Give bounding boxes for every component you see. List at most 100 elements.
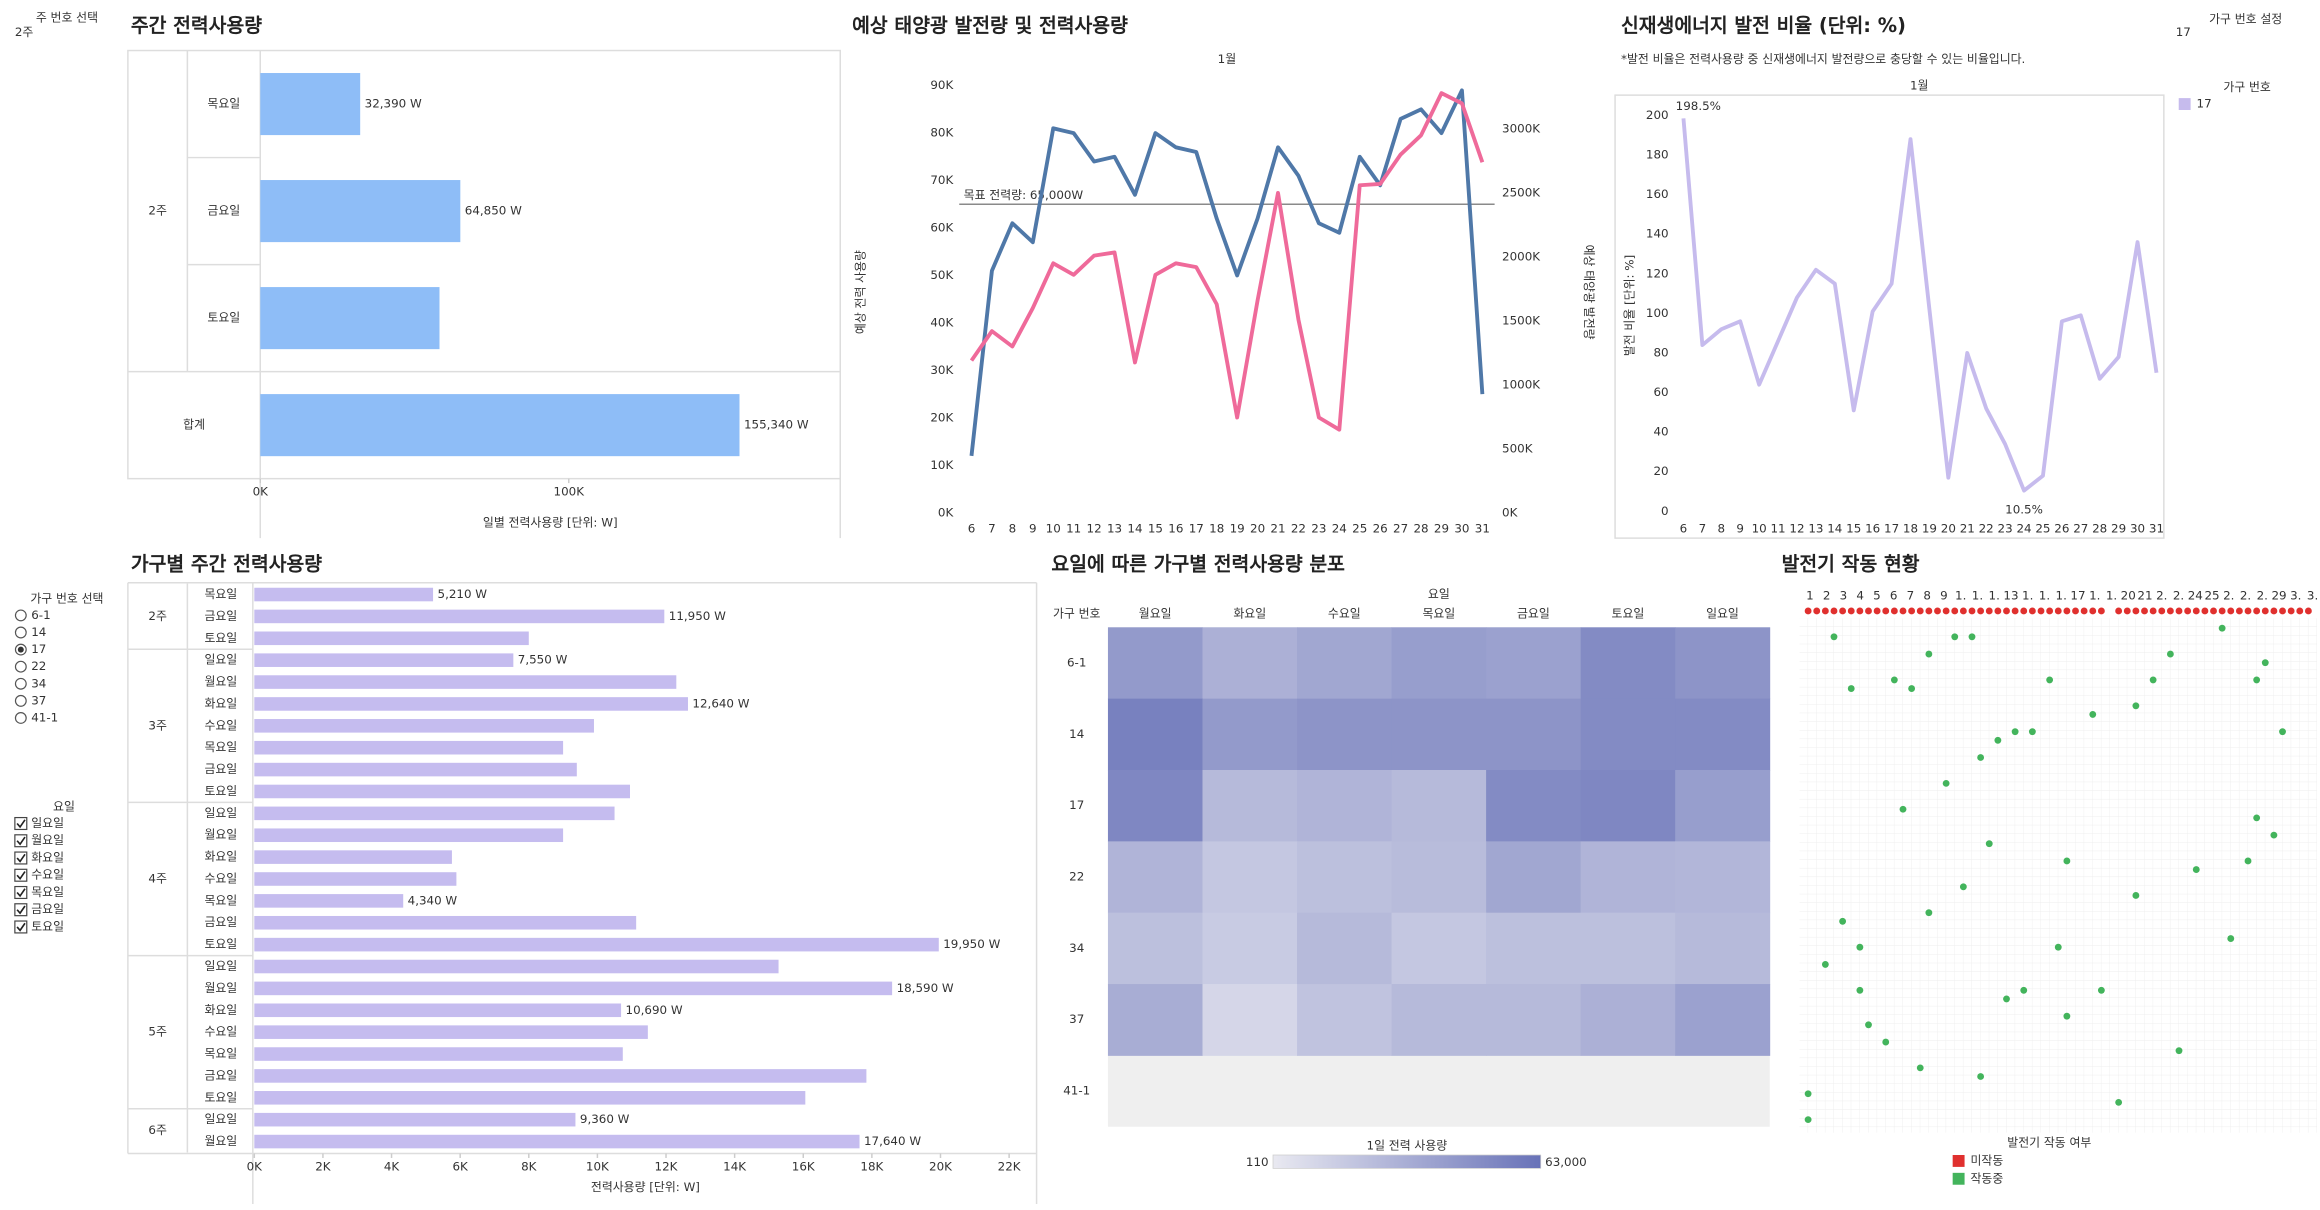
- checkbox-option[interactable]: 수요일: [14, 868, 64, 882]
- value-label: 12,640 W: [692, 696, 749, 710]
- y-tick-label: 40K: [930, 315, 954, 329]
- status-dot: [2149, 676, 2157, 684]
- radio-label: 17: [31, 642, 46, 656]
- column-label: 9: [1940, 589, 1948, 603]
- status-dot: [2287, 607, 2295, 615]
- status-dot: [1959, 607, 1967, 615]
- status-dot: [2054, 607, 2062, 615]
- legend-label: 17: [2197, 97, 2212, 111]
- radio-option[interactable]: 14: [14, 625, 46, 639]
- column-label: 2.: [2257, 589, 2268, 603]
- y-tick-label: 40: [1653, 425, 1668, 439]
- checkbox-option[interactable]: 금요일: [14, 902, 64, 917]
- category-label: 화요일: [204, 850, 237, 864]
- x-tick-label: 14: [1827, 522, 1842, 536]
- status-dot: [2003, 607, 2010, 615]
- table-frame: [127, 49, 841, 480]
- status-dot: [2141, 607, 2148, 615]
- checkbox: [14, 903, 28, 917]
- chart-note: *발전 비율은 전력사용량 중 신재생에너지 발전량으로 충당할 수 있는 비율…: [1621, 52, 2025, 66]
- y-tick-label: 160: [1646, 187, 1669, 201]
- status-dot: [2011, 607, 2019, 615]
- checkbox-label: 화요일: [31, 851, 64, 865]
- status-dot: [1890, 676, 1898, 684]
- checkbox-option[interactable]: 화요일: [14, 851, 64, 865]
- checkbox-option[interactable]: 월요일: [14, 833, 64, 848]
- x-tick-label: 25: [2035, 522, 2050, 536]
- row-label: 37: [1069, 1012, 1084, 1026]
- category-label: 수요일: [204, 871, 237, 885]
- radio-option[interactable]: 6-1: [14, 608, 51, 622]
- filter-value: 17: [2176, 25, 2191, 39]
- checkbox-option[interactable]: 일요일: [14, 816, 64, 831]
- checkbox-option[interactable]: 목요일: [14, 885, 64, 900]
- bar: [254, 915, 637, 930]
- category-label: 목요일: [204, 587, 237, 601]
- x-tick-label: 26: [2054, 522, 2069, 536]
- category-label: 일요일: [204, 653, 237, 667]
- value-label: 19,950 W: [943, 937, 1000, 951]
- status-dot: [1804, 1090, 1812, 1098]
- x-tick-label: 22: [1291, 522, 1306, 536]
- x-tick-label: 29: [2111, 522, 2126, 536]
- y-tick-label: 100: [1646, 306, 1669, 320]
- radio-label: 37: [31, 693, 46, 707]
- x-tick-label: 8K: [521, 1159, 538, 1173]
- heat-cell: [1580, 841, 1676, 914]
- column-label: 20: [2121, 589, 2136, 603]
- x-tick-label: 31: [1475, 522, 1490, 536]
- x-tick-label: 12: [1789, 522, 1804, 536]
- status-dot: [2115, 1098, 2123, 1106]
- radio-dot: [17, 646, 24, 653]
- column-label: 25: [2204, 589, 2219, 603]
- legend-title: 가구 번호: [2223, 80, 2271, 94]
- x-tick-label: 20: [1250, 522, 1265, 536]
- checkbox-option[interactable]: 토요일: [14, 919, 64, 934]
- status-dot: [1847, 685, 1855, 692]
- heat-cell: [1675, 912, 1771, 985]
- status-dot: [2089, 710, 2097, 718]
- radio-option[interactable]: 22: [14, 659, 46, 673]
- status-dot: [2046, 607, 2054, 615]
- bar: [254, 740, 564, 755]
- category-label: 수요일: [204, 1025, 237, 1039]
- status-dot: [2149, 607, 2157, 615]
- status-dot: [1968, 633, 1976, 641]
- column-label: 13: [2003, 589, 2018, 603]
- heat-cell: [1486, 984, 1582, 1056]
- filter-title: 요일: [53, 800, 75, 814]
- radio-option[interactable]: 34: [14, 676, 46, 690]
- bar: [260, 180, 461, 243]
- radio-option[interactable]: 17: [14, 642, 46, 656]
- bar: [254, 1134, 860, 1149]
- column-label: 1.: [2039, 589, 2050, 603]
- radio-option[interactable]: 41-1: [14, 710, 58, 724]
- status-dot: [2253, 676, 2261, 684]
- status-dot: [1856, 943, 1864, 951]
- y-tick-label: 60K: [930, 221, 954, 235]
- value-label: 155,340 W: [744, 418, 809, 432]
- category-label: 금요일: [204, 609, 237, 623]
- status-dot: [2046, 676, 2054, 684]
- chart-subtitle: 1월: [1910, 79, 1928, 93]
- radio-option[interactable]: 37: [14, 693, 46, 707]
- heat-cell: [1107, 984, 1203, 1056]
- checkbox: [14, 816, 28, 831]
- checkbox-label: 수요일: [31, 868, 64, 882]
- checkmark: [16, 871, 26, 880]
- column-label: 24: [2188, 589, 2203, 603]
- status-dot: [1839, 607, 1847, 615]
- category-label: 토요일: [204, 1090, 237, 1104]
- category-label: 토요일: [204, 937, 237, 951]
- x-tick-label: 17: [1189, 522, 1204, 536]
- heat-cell: [1107, 841, 1203, 914]
- row-label: 34: [1069, 941, 1084, 955]
- status-dot: [1942, 607, 1950, 615]
- heat-cell: [1107, 627, 1203, 700]
- x-tick-label: 31: [2149, 522, 2164, 536]
- x-axis-title: 전력사용량 [단위: W]: [591, 1180, 700, 1194]
- y-tick-label: 0: [1661, 504, 1669, 518]
- bar: [254, 1091, 806, 1105]
- column-label: 6: [1890, 589, 1898, 603]
- legend-label: 미작동: [1971, 1153, 2004, 1167]
